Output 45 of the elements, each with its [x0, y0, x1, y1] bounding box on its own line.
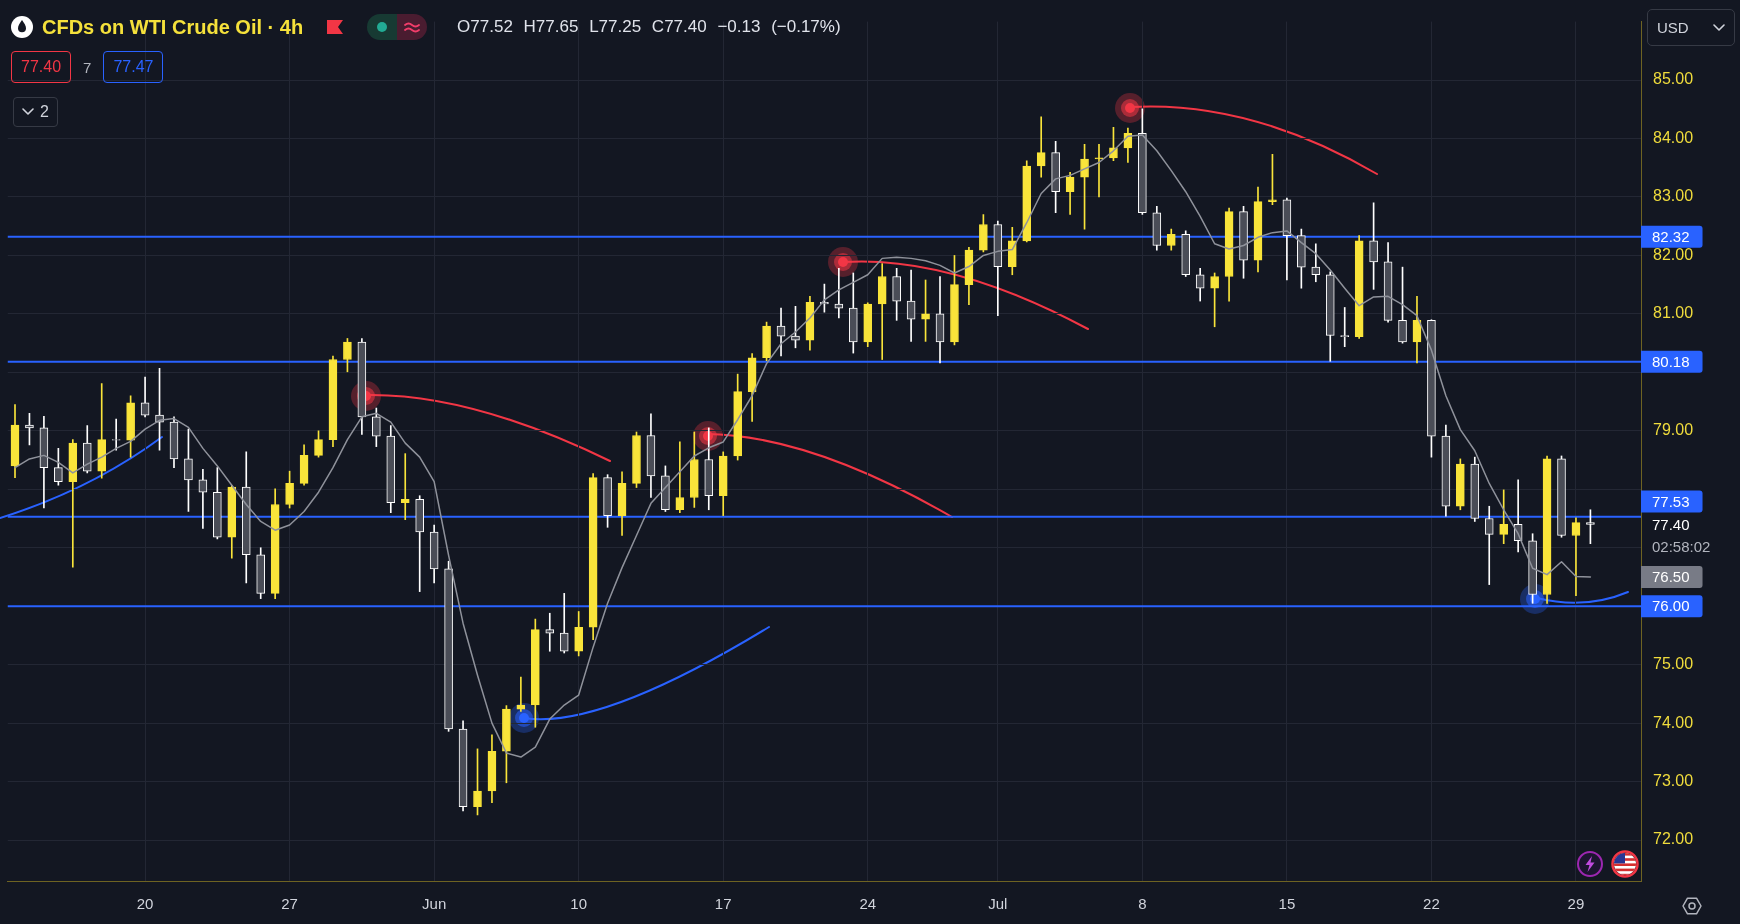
x-tick-label: 27	[281, 895, 298, 913]
x-tick-label: 22	[1423, 895, 1440, 913]
candlestick	[400, 453, 410, 521]
ref-line-label: 82.32	[1652, 227, 1690, 245]
y-tick-label: 75.00	[1653, 655, 1694, 673]
x-tick-label: 29	[1567, 895, 1585, 913]
chart-subtitle: O77.52 H77.65 L77.25 C77.40 −0.13 (−0.17%)	[457, 17, 841, 37]
y-tick-label: 72.00	[1653, 830, 1694, 848]
annotation: 2	[40, 102, 49, 122]
text: 02:58:02	[1652, 537, 1711, 555]
price-button: 77.40	[11, 51, 72, 83]
y-tick-label: 81.00	[1653, 304, 1694, 322]
candlestick	[1311, 243, 1321, 283]
y-tick-label: 83.00	[1653, 187, 1694, 205]
candlestick	[1571, 517, 1581, 597]
x-tick-label: Jul	[988, 895, 1008, 913]
candlestick	[1036, 116, 1046, 178]
x-tick-label: 8	[1138, 895, 1147, 913]
x-tick-label: 24	[859, 895, 877, 913]
chart-title: CFDs on WTI Crude Oil · 4h	[42, 15, 304, 39]
candlestick	[1094, 144, 1104, 198]
ref-line-label: 77.53	[1652, 492, 1690, 510]
candlestick	[545, 612, 555, 652]
y-tick-label: 85.00	[1653, 70, 1694, 88]
x-tick-label: 20	[136, 895, 154, 913]
candlestick	[198, 469, 208, 529]
ref-line-label: 80.18	[1652, 352, 1690, 370]
candlestick	[675, 441, 685, 514]
collapse-button: 2	[13, 97, 58, 127]
price-button: 77.47	[103, 51, 164, 83]
currency-dropdown: USD	[1647, 9, 1735, 46]
ref-line-label: 76.00	[1652, 597, 1690, 615]
y-tick-label: 82.00	[1653, 245, 1694, 263]
text: 76.50	[1652, 568, 1690, 586]
x-tick-label: 15	[1278, 895, 1296, 913]
text: 77.40	[1652, 515, 1690, 533]
y-tick-label: 79.00	[1653, 421, 1694, 439]
y-tick-label: 73.00	[1653, 772, 1694, 790]
x-tick-label: 10	[570, 895, 588, 913]
x-tick-label: 17	[714, 895, 732, 913]
x-tick-label: Jun	[422, 895, 447, 913]
candlestick	[1484, 505, 1494, 585]
y-tick-label: 84.00	[1653, 128, 1694, 146]
y-tick-label: 74.00	[1653, 713, 1694, 731]
annotation: 7	[83, 58, 92, 76]
